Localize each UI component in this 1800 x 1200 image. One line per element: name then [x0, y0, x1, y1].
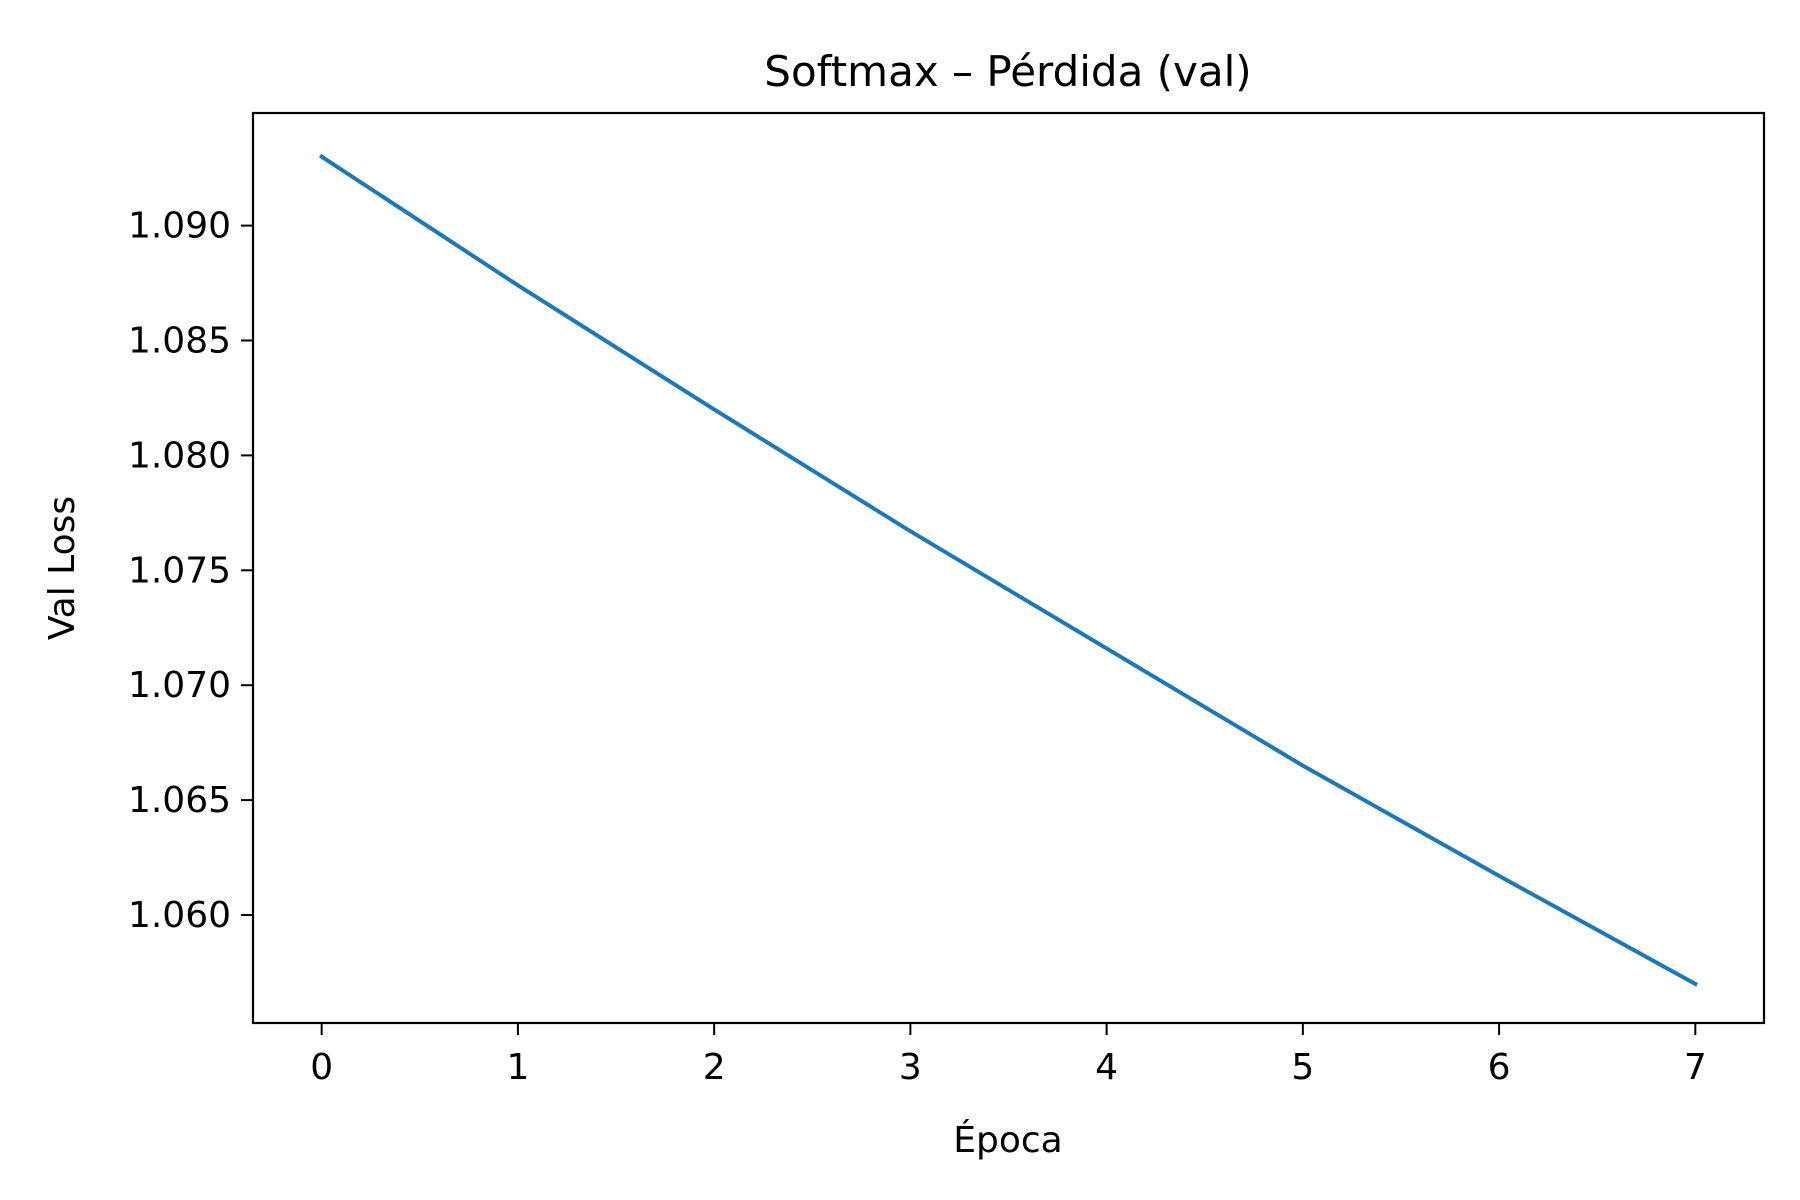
x-tick-label: 4: [1095, 1047, 1118, 1088]
x-tick-label: 5: [1291, 1047, 1314, 1088]
y-axis-label: Val Loss: [42, 496, 83, 640]
x-axis: 0 1 2 3 4 5 6 7: [310, 1023, 1707, 1088]
y-tick-label: 1.085: [128, 321, 231, 362]
y-tick-label: 1.070: [128, 665, 231, 706]
series-layer: [318, 153, 1699, 987]
x-axis-label: Época: [953, 1119, 1062, 1161]
y-axis: 1.060 1.065 1.070 1.075 1.080 1.085 1.090: [128, 206, 253, 936]
x-tick-label: 7: [1684, 1047, 1707, 1088]
plot-area-frame: [251, 111, 1766, 1025]
y-tick-label: 1.060: [128, 895, 231, 936]
x-tick-label: 2: [703, 1047, 726, 1088]
y-tick-label: 1.090: [128, 206, 231, 247]
chart-title: Softmax – Pérdida (val): [764, 47, 1251, 96]
y-tick-label: 1.080: [128, 435, 231, 476]
x-tick-label: 3: [899, 1047, 922, 1088]
y-tick-label: 1.075: [128, 550, 231, 591]
series-line: [318, 153, 1699, 987]
x-tick-label: 6: [1488, 1047, 1511, 1088]
x-tick-label: 1: [506, 1047, 529, 1088]
x-tick-label: 0: [310, 1047, 333, 1088]
y-tick-label: 1.065: [128, 780, 231, 821]
